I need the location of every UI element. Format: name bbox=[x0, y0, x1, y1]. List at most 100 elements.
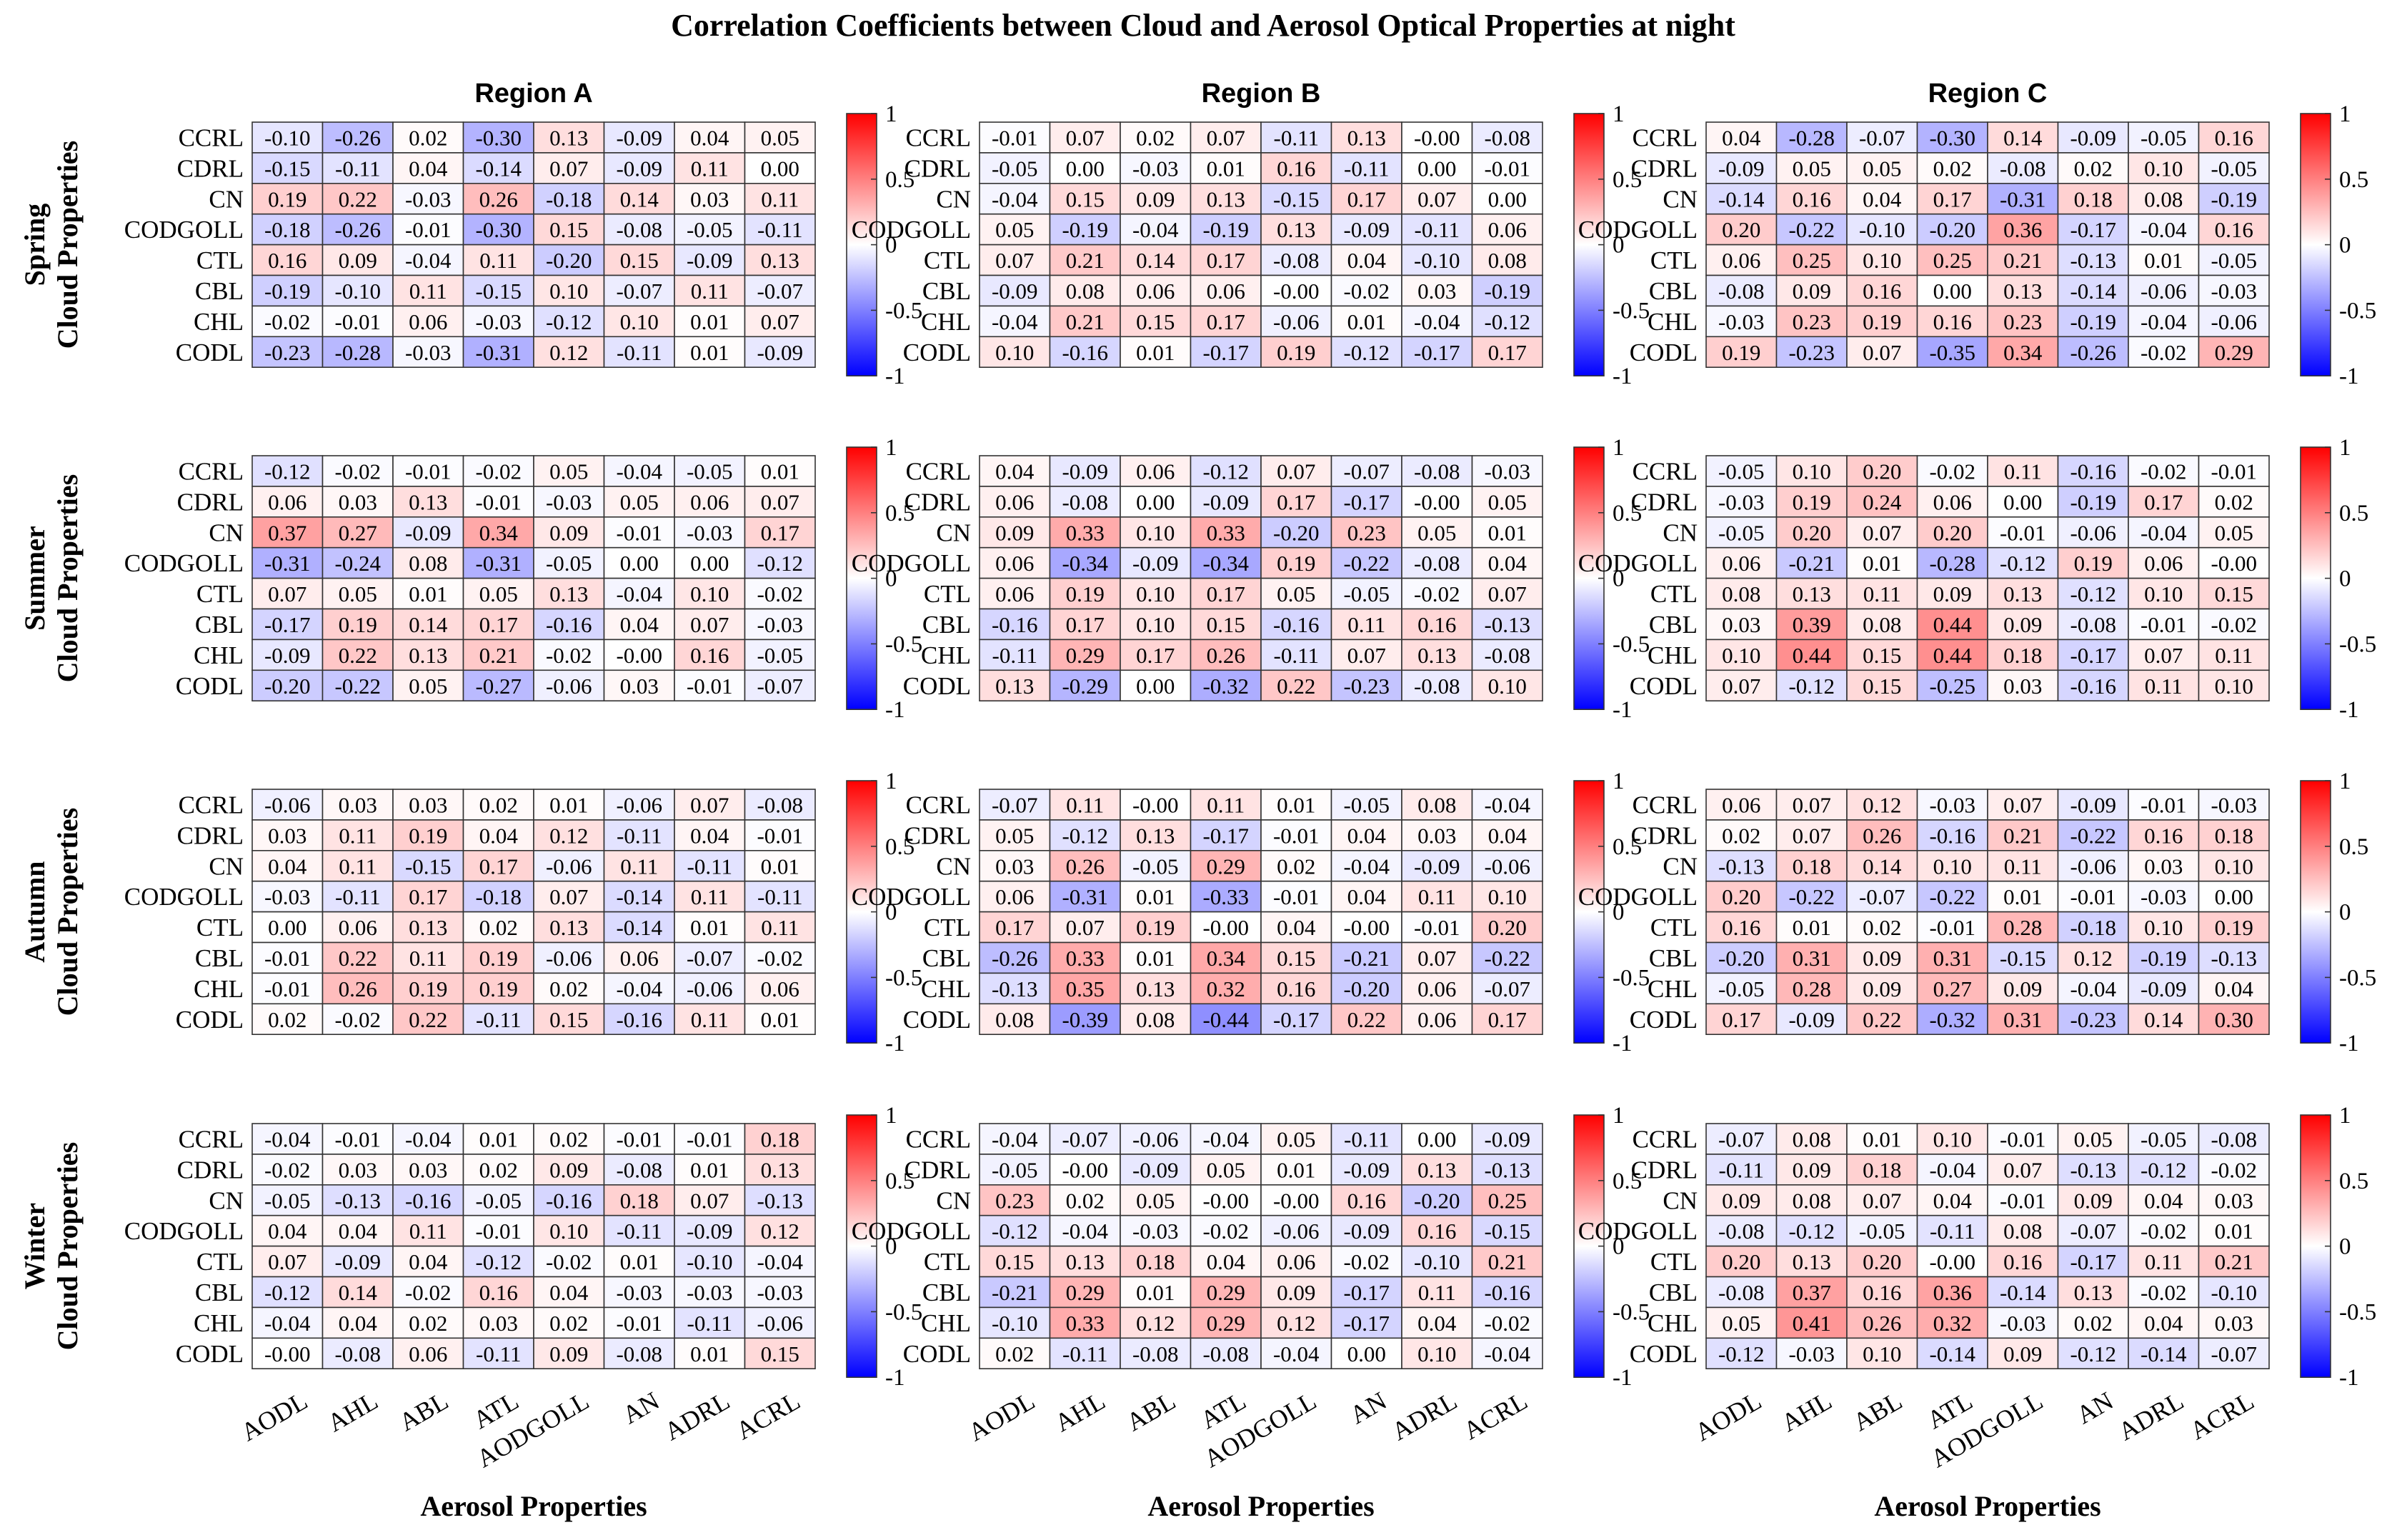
season-label-spring: Spring bbox=[19, 204, 51, 286]
cell-value-label: 0.16 bbox=[268, 248, 307, 273]
cell-value-label: 0.02 bbox=[2074, 1311, 2113, 1336]
heatmap-cell bbox=[1330, 182, 1402, 215]
heatmap-cell bbox=[322, 639, 394, 671]
heatmap-cell bbox=[744, 305, 816, 338]
cell-value-label: -0.26 bbox=[334, 125, 381, 150]
colorbar-tick-label: 1 bbox=[1613, 769, 1625, 794]
cell-value-label: 0.17 bbox=[1347, 186, 1386, 211]
heatmap-cell bbox=[1120, 1214, 1192, 1247]
cell-value-label: 0.33 bbox=[1066, 1311, 1105, 1336]
cell-value-label: -0.16 bbox=[1273, 612, 1320, 637]
cell-value-label: 0.08 bbox=[1066, 279, 1105, 304]
heatmap-cell bbox=[392, 789, 464, 821]
cell-value-label: -0.11 bbox=[1344, 156, 1389, 181]
heatmap-cell bbox=[1705, 669, 1778, 701]
row-label-codl: CODL bbox=[903, 339, 971, 366]
cell-value-label: 0.05 bbox=[1136, 1188, 1175, 1213]
cell-value-label: -0.09 bbox=[1343, 1157, 1390, 1182]
cell-value-label: 0.03 bbox=[409, 792, 447, 817]
heatmap-cell bbox=[392, 1306, 464, 1339]
cell-value-label: 0.03 bbox=[2215, 1311, 2253, 1336]
heatmap-cell bbox=[1049, 1306, 1121, 1339]
cell-value-label: 0.15 bbox=[1277, 946, 1315, 971]
cell-value-label: -0.02 bbox=[334, 459, 381, 484]
heatmap-cell bbox=[1846, 911, 1918, 944]
heatmap-cell bbox=[462, 669, 534, 701]
heatmap-cell bbox=[979, 1214, 1051, 1247]
heatmap-cell bbox=[674, 546, 746, 579]
colorbar-tick-label: -0.5 bbox=[1613, 298, 1650, 324]
heatmap-cell bbox=[1471, 455, 1543, 487]
chart-title: Correlation Coefficients between Cloud a… bbox=[671, 8, 1735, 43]
cell-value-label: -0.09 bbox=[1343, 217, 1390, 242]
cell-value-label: -0.01 bbox=[757, 823, 803, 848]
row-label-cbl: CBL bbox=[195, 611, 244, 639]
cell-value-label: -0.08 bbox=[616, 1157, 662, 1182]
colorbar-tick-label: 0 bbox=[2339, 900, 2351, 926]
heatmap-cell bbox=[2057, 336, 2129, 368]
cell-value-label: 0.11 bbox=[620, 854, 658, 879]
heatmap-cell bbox=[322, 1276, 394, 1309]
cell-value-label: -0.14 bbox=[616, 884, 662, 909]
heatmap-cell bbox=[322, 911, 394, 944]
cell-value-label: 0.06 bbox=[409, 309, 447, 334]
cell-value-label: -0.06 bbox=[1132, 1126, 1179, 1151]
heatmap-cell bbox=[322, 941, 394, 974]
heatmap-cell bbox=[1705, 336, 1778, 368]
row-label-cbl: CBL bbox=[1649, 277, 1698, 305]
cell-value-label: 0.19 bbox=[339, 612, 377, 637]
row-label-chl: CHL bbox=[921, 975, 971, 1003]
row-label-ccrl: CCRL bbox=[906, 1125, 971, 1153]
cell-value-label: 0.37 bbox=[1793, 1280, 1831, 1305]
region-title-region-b: Region B bbox=[1202, 79, 1321, 109]
heatmap-cell bbox=[744, 577, 816, 610]
row-label-cdrl: CDRL bbox=[1631, 488, 1698, 516]
cell-value-label: -0.44 bbox=[1202, 1007, 1249, 1032]
heatmap-cell bbox=[322, 546, 394, 579]
cell-value-label: -0.08 bbox=[1484, 643, 1530, 668]
heatmap-cell bbox=[2128, 1003, 2200, 1036]
cell-value-label: 0.06 bbox=[339, 915, 377, 940]
cell-value-label: -0.02 bbox=[2211, 612, 2257, 637]
cell-value-label: -0.21 bbox=[1343, 946, 1390, 971]
heatmap-cell bbox=[1846, 213, 1918, 246]
season-label-autumn: Autumn bbox=[19, 861, 51, 962]
cell-value-label: -0.02 bbox=[2141, 340, 2187, 365]
heatmap-cell bbox=[1401, 1003, 1473, 1036]
heatmap-cell bbox=[392, 1214, 464, 1247]
heatmap-cell bbox=[979, 455, 1051, 487]
cell-value-label: 0.07 bbox=[549, 156, 588, 181]
heatmap-cell bbox=[392, 1337, 464, 1370]
cell-value-label: 0.34 bbox=[2003, 340, 2043, 365]
cell-value-label: 0.02 bbox=[409, 125, 447, 150]
cell-value-label: 0.07 bbox=[995, 248, 1034, 273]
colorbar-tick-label: 1 bbox=[885, 1103, 897, 1129]
heatmap-cell bbox=[533, 1337, 605, 1370]
cell-value-label: -0.01 bbox=[687, 674, 733, 699]
cell-value-label: -0.00 bbox=[1202, 915, 1249, 940]
cell-value-label: -0.30 bbox=[475, 217, 522, 242]
row-label-codgoll: CODGOLL bbox=[852, 883, 971, 911]
cell-value-label: -0.01 bbox=[2000, 1126, 2046, 1151]
heatmap-cell bbox=[1190, 608, 1262, 641]
heatmap-cell bbox=[1120, 608, 1192, 641]
cell-value-label: -0.08 bbox=[616, 1341, 662, 1366]
row-label-cbl: CBL bbox=[922, 611, 971, 639]
heatmap-cell bbox=[2198, 608, 2270, 641]
cell-value-label: -0.05 bbox=[1718, 520, 1765, 545]
cell-value-label: 0.16 bbox=[1347, 1188, 1386, 1213]
cell-value-label: 0.11 bbox=[1207, 792, 1245, 817]
row-label-cn: CN bbox=[209, 1186, 244, 1214]
cell-value-label: -0.09 bbox=[2070, 792, 2116, 817]
cell-value-label: 0.04 bbox=[1347, 823, 1387, 848]
cell-value-label: -0.21 bbox=[1788, 551, 1835, 576]
heatmap-cell bbox=[533, 972, 605, 1005]
heatmap-cell bbox=[2057, 972, 2129, 1005]
heatmap-cell bbox=[1260, 274, 1332, 307]
cell-value-label: -0.04 bbox=[616, 581, 662, 606]
cell-value-label: -0.27 bbox=[475, 674, 522, 699]
heatmap-cell bbox=[392, 305, 464, 338]
colorbar-tick-label: -0.5 bbox=[1613, 631, 1650, 657]
cell-value-label: 0.10 bbox=[1136, 612, 1175, 637]
